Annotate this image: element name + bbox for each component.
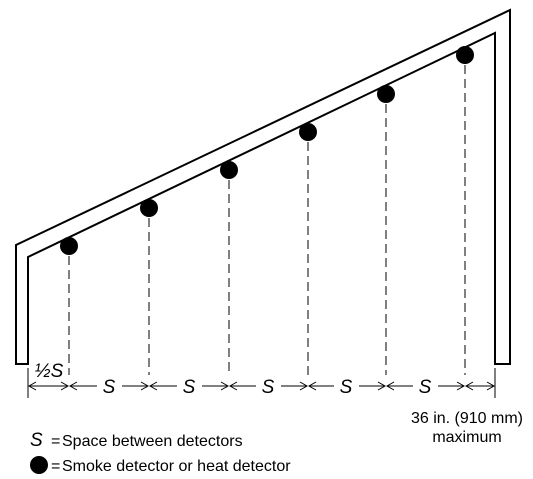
arrowhead <box>228 381 238 391</box>
arrowhead <box>377 381 387 391</box>
arrowhead <box>456 381 466 391</box>
outer-wall-outline <box>15 8 511 364</box>
detector <box>140 199 158 217</box>
spacing-label: S <box>262 377 275 398</box>
arrowhead <box>60 381 70 391</box>
arrowhead <box>464 381 474 391</box>
spacing-label: S <box>419 377 432 398</box>
arrowhead <box>486 381 496 391</box>
arrowhead <box>68 381 78 391</box>
detector <box>220 161 238 179</box>
arrowhead <box>148 381 158 391</box>
arrowhead <box>140 381 150 391</box>
legend-spacing-text: Space between detectors <box>62 433 243 450</box>
legend: S = Space between detectors = Smoke dete… <box>30 430 291 475</box>
max-distance-label-line2: maximum <box>432 429 501 446</box>
inner-wall-outline <box>27 31 496 364</box>
detectors <box>60 46 474 375</box>
half-spacing-label: ½S <box>35 361 64 382</box>
spacing-label: S <box>103 377 116 398</box>
arrowhead <box>307 381 317 391</box>
arrowhead <box>27 381 37 391</box>
detector <box>377 85 395 103</box>
detector <box>456 46 474 64</box>
arrowhead <box>220 381 230 391</box>
arrowhead <box>385 381 395 391</box>
detector <box>60 237 78 255</box>
detector <box>299 123 317 141</box>
max-distance-label-line1: 36 in. (910 mm) <box>411 410 523 427</box>
dimension-lines <box>27 381 496 391</box>
legend-detector-equals: = <box>51 458 60 475</box>
legend-spacing-equals: = <box>51 433 60 450</box>
legend-detector-text: Smoke detector or heat detector <box>62 458 291 475</box>
spacing-label: S <box>340 377 353 398</box>
legend-spacing-symbol: S <box>30 430 43 451</box>
spacing-label: S <box>183 377 196 398</box>
legend-detector-icon <box>30 456 48 474</box>
arrowhead <box>299 381 309 391</box>
